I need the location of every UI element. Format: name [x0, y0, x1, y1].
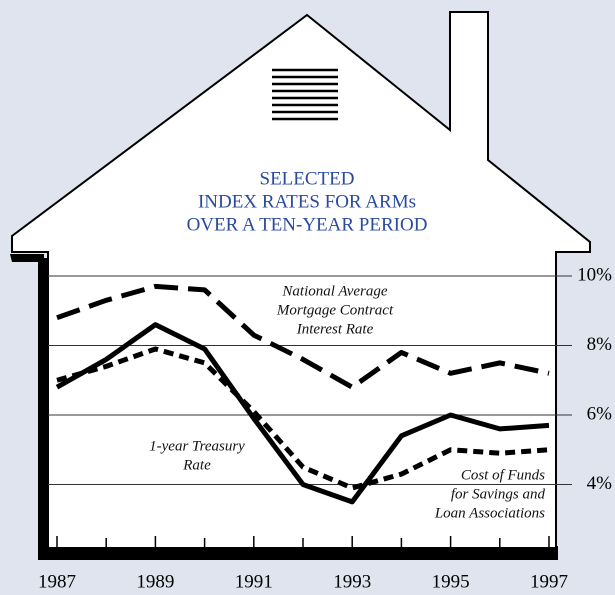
series-label: Rate [182, 457, 211, 473]
x-tick-label: 1997 [530, 571, 568, 592]
chart-title: SELECTED [260, 168, 355, 189]
x-tick-label: 1995 [432, 571, 470, 592]
series-label: Cost of Funds [461, 467, 545, 483]
chart: SELECTED INDEX RATES FOR ARMs OVER A TEN… [0, 0, 615, 595]
series-label: National Average [281, 283, 387, 299]
series-label: 1-year Treasury [149, 438, 245, 454]
y-tick-label: 8% [587, 334, 613, 355]
x-tick-label: 1987 [38, 571, 76, 592]
series-label: Loan Associations [434, 505, 545, 521]
chart-title: INDEX RATES FOR ARMs [198, 191, 416, 212]
y-tick-label: 6% [587, 403, 613, 424]
series-label: Mortgage Contract [276, 302, 394, 318]
series-label: for Savings and [451, 486, 546, 502]
x-tick-label: 1991 [235, 571, 273, 592]
chart-title: OVER A TEN-YEAR PERIOD [187, 214, 428, 235]
x-tick-label: 1993 [333, 571, 371, 592]
y-tick-label: 10% [577, 264, 612, 285]
y-tick-label: 4% [587, 473, 613, 494]
x-tick-label: 1989 [136, 571, 174, 592]
series-label: Interest Rate [296, 321, 374, 337]
